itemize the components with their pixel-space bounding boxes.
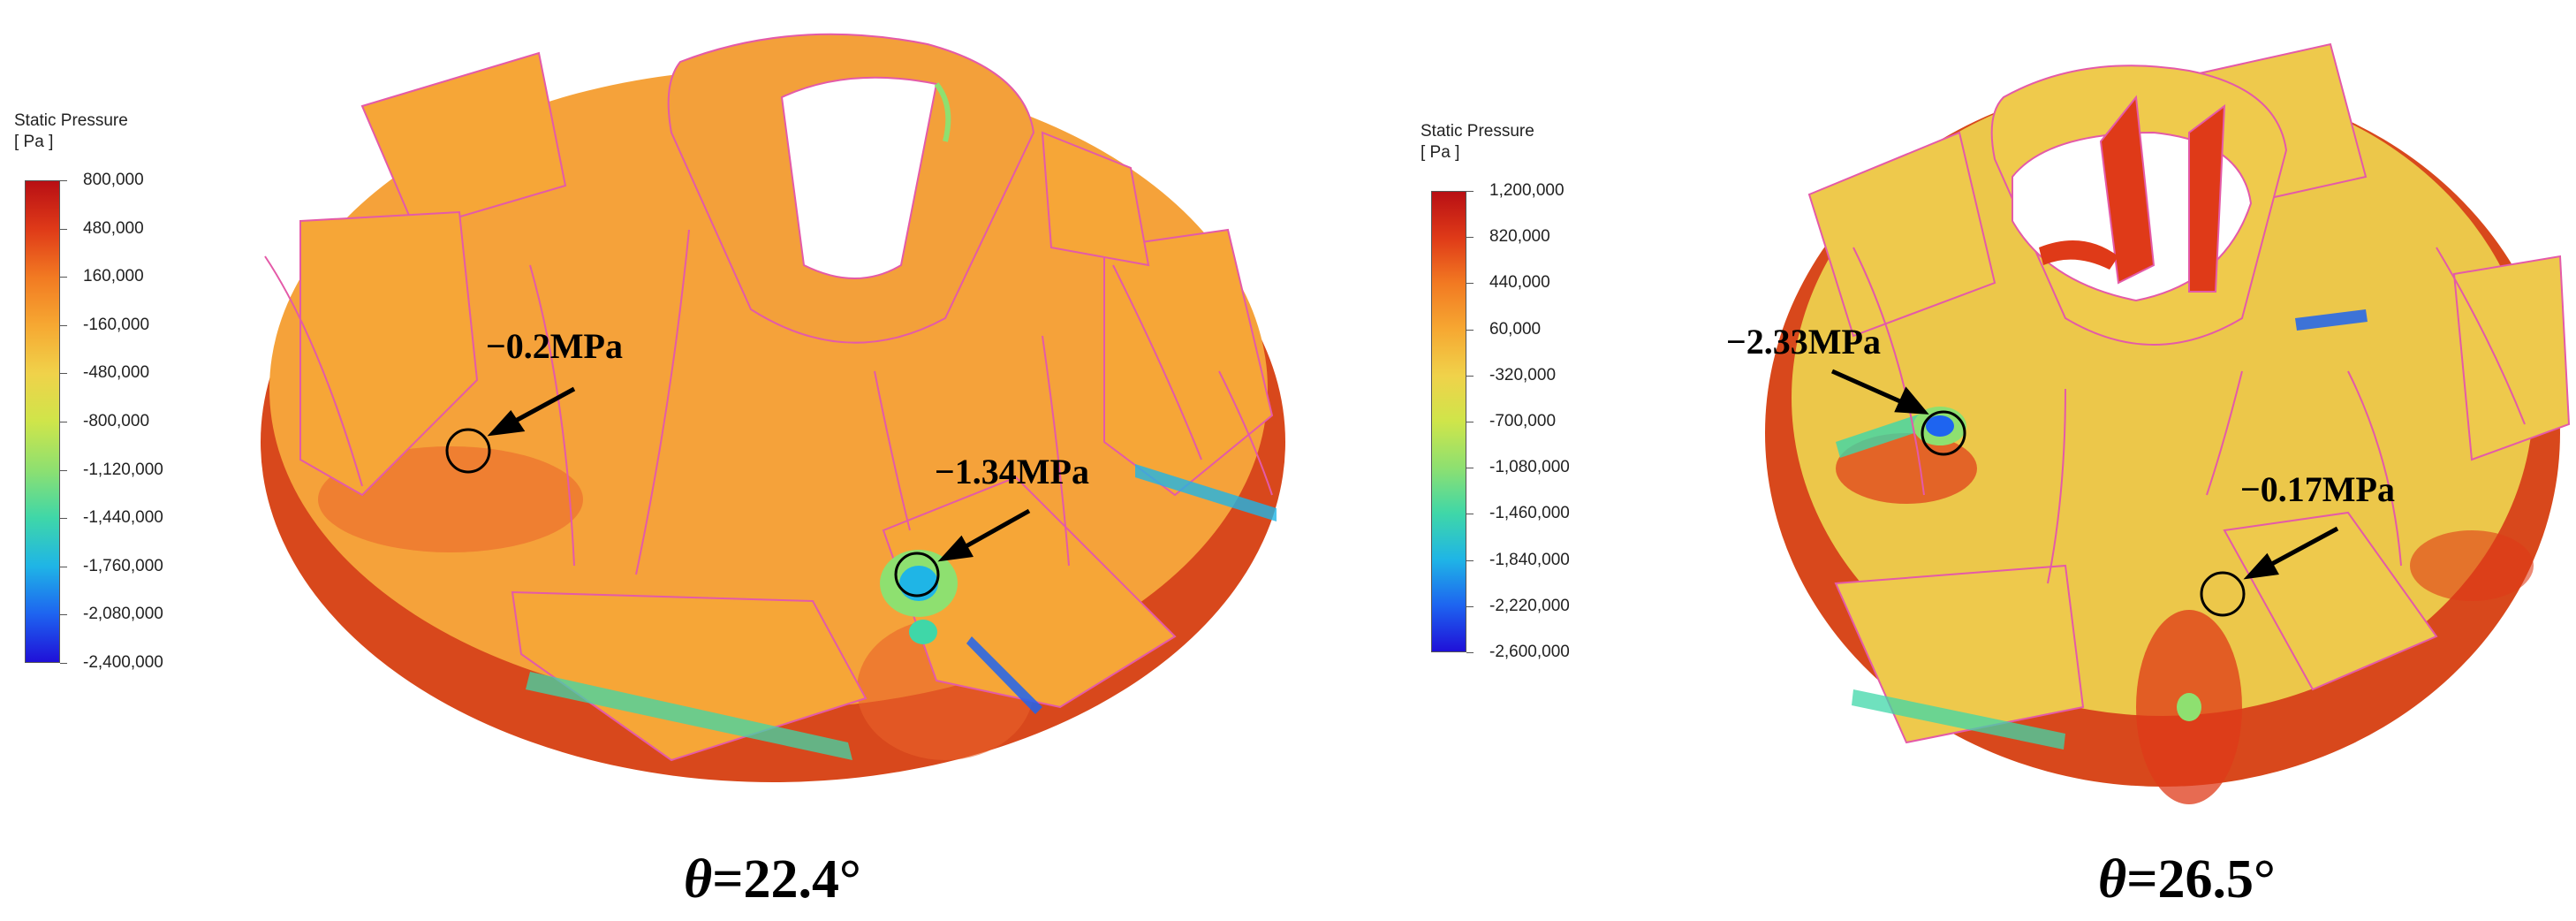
colorbar-tick-mark	[1466, 329, 1474, 331]
colorbar-tick-mark	[1466, 559, 1474, 561]
legend-unit: [ Pa ]	[14, 133, 54, 151]
colorbar-tick-mark	[1466, 237, 1474, 239]
callout-label: −2.33MPa	[1726, 322, 1881, 362]
low-pressure-spot	[1926, 415, 1954, 437]
colorbar-tick-mark	[1466, 375, 1474, 377]
angle-value: =22.4°	[712, 849, 861, 910]
colorbar-tick-label: -1,080,000	[1489, 458, 1570, 477]
colorbar-tick-mark	[60, 180, 67, 181]
callout-marker-circle	[1921, 410, 1966, 456]
blades	[299, 51, 1274, 762]
colorbar-tick-label: -160,000	[83, 315, 150, 334]
colorbar-tick-label: -2,600,000	[1489, 643, 1570, 661]
blade-edge-strip	[1852, 689, 2065, 750]
colorbar-tick-mark	[60, 518, 67, 520]
hub-vane	[2099, 95, 2156, 285]
callout-label: −0.17MPa	[2240, 469, 2395, 509]
high-pressure-region	[1836, 433, 1977, 504]
blade	[299, 210, 479, 497]
theta-symbol: θ	[2098, 849, 2127, 910]
colorbar-tick-label: -700,000	[1489, 412, 1557, 430]
blade-edge-strip	[1135, 464, 1277, 521]
blade	[1807, 131, 1996, 338]
blade	[2452, 255, 2571, 461]
colorbar-tick-label: 160,000	[83, 267, 144, 286]
hub-opening-edge	[934, 82, 951, 142]
colorbar-tick-label: -1,760,000	[83, 556, 163, 575]
colorbar-tick-mark	[1466, 191, 1474, 192]
blade	[2223, 511, 2438, 691]
blade-edge-strip	[526, 672, 852, 760]
runner-contour-left	[261, 33, 1285, 782]
callout-arrow	[2243, 526, 2339, 580]
colorbar-tick-mark	[1466, 605, 1474, 607]
callout-arrow	[1830, 369, 1929, 415]
callout-label: −1.34MPa	[935, 452, 1089, 491]
colorbar-tick-label: -1,460,000	[1489, 504, 1570, 523]
high-pressure-region	[2410, 530, 2534, 601]
colorbar-tick-mark	[60, 614, 67, 616]
colorbar-tick-label: -320,000	[1489, 365, 1557, 384]
hub-opening	[780, 76, 938, 279]
colorbar-tick-label: 800,000	[83, 171, 144, 189]
callout-label: −0.2MPa	[486, 326, 623, 366]
colorbar-tick-label: -800,000	[83, 412, 150, 430]
colorbar-tick-label: -1,840,000	[1489, 550, 1570, 569]
callout-marker-circle	[894, 552, 940, 598]
runner-contour-right	[1765, 42, 2571, 804]
contour-panel-left: Static Pressure [ Pa ] 800,000 480,000 160…	[0, 0, 1285, 910]
colorbar-tick-label: 820,000	[1489, 227, 1550, 247]
hub-vane	[2188, 103, 2226, 293]
legend-unit: [ Pa ]	[1421, 143, 1460, 162]
colorbar	[25, 180, 60, 663]
colorbar-tick-mark	[60, 469, 67, 471]
contour-panel-right: Static Pressure [ Pa ] 1,200,000 820,000 4…	[1288, 0, 2576, 921]
colorbar-tick-label: 1,200,000	[1489, 181, 1565, 200]
blade	[882, 476, 1177, 709]
blade	[1103, 228, 1274, 497]
pressure-legend-left: Static Pressure [ Pa ] 800,000 480,000 160…	[0, 0, 230, 689]
colorbar-tick-label: 60,000	[1489, 319, 1542, 339]
legend-title: Static Pressure	[14, 111, 128, 130]
callout-arrow	[487, 386, 576, 437]
colorbar-tick-mark	[60, 228, 67, 230]
colorbar	[1431, 191, 1466, 652]
low-pressure-spot	[2177, 693, 2201, 721]
callout-marker-circle	[2200, 571, 2246, 617]
callout-marker-circle	[445, 428, 491, 474]
colorbar-tick-label: -1,440,000	[83, 508, 163, 528]
angle-caption: θ=26.5°	[2098, 849, 2276, 910]
colorbar-tick-mark	[60, 663, 67, 664]
hub-vane	[2039, 240, 2118, 270]
pressure-legend-right: Static Pressure [ Pa ] 1,200,000 820,000 4…	[1412, 0, 1641, 689]
colorbar-tick-label: -2,400,000	[83, 653, 163, 672]
blade-edge-strip	[2295, 309, 2368, 331]
colorbar-tick-label: -2,220,000	[1489, 596, 1570, 615]
colorbar-tick-label: 480,000	[83, 218, 144, 238]
blade	[1834, 564, 2085, 744]
blade	[1041, 131, 1150, 267]
blade-edge-strip	[966, 636, 1042, 714]
angle-value: =26.5°	[2126, 849, 2276, 910]
colorbar-tick-mark	[60, 373, 67, 375]
low-pressure-spot	[909, 620, 937, 644]
legend-title: Static Pressure	[1421, 122, 1534, 141]
colorbar-tick-mark	[60, 324, 67, 326]
colorbar-tick-mark	[60, 277, 67, 278]
callout-arrow	[937, 508, 1031, 562]
colorbar-tick-mark	[1466, 283, 1474, 285]
blade-guide-lines	[1852, 247, 2526, 584]
blade-guide-lines	[264, 229, 1273, 575]
theta-symbol: θ	[684, 849, 713, 910]
colorbar-tick-mark	[1466, 652, 1474, 653]
colorbar-tick-label: -480,000	[83, 363, 150, 383]
colorbar-tick-label: -1,120,000	[83, 460, 163, 479]
angle-caption: θ=22.4°	[684, 849, 861, 910]
colorbar-tick-label: 440,000	[1489, 273, 1550, 293]
colorbar-tick-label: -2,080,000	[83, 605, 163, 624]
blade	[360, 51, 567, 232]
